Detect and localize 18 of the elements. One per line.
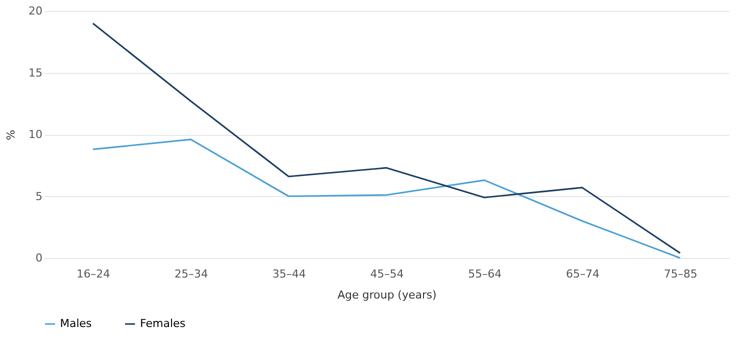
x-tick-label: 16–24 [76, 268, 110, 280]
x-tick-label: 25–34 [174, 268, 208, 280]
line-series [92, 22, 681, 254]
y-tick-label: 0 [36, 252, 42, 264]
x-tick-label: 65–74 [566, 268, 600, 280]
y-axis-title: % [4, 130, 18, 140]
y-tick-label: 20 [28, 4, 42, 18]
legend-label: Males [60, 317, 92, 330]
y-tick-label: 15 [28, 66, 42, 80]
x-tick-label: 45–54 [370, 268, 404, 280]
y-tick-label: 5 [36, 190, 42, 203]
x-tick-label: 75–85 [664, 268, 698, 280]
legend-label: Females [140, 317, 186, 330]
x-tick-label: 55–64 [468, 268, 502, 280]
x-axis-title: Age group (years) [337, 288, 437, 302]
x-tick-label: 35–44 [272, 268, 306, 280]
line-series [92, 138, 681, 259]
y-tick-label: 10 [28, 128, 42, 141]
